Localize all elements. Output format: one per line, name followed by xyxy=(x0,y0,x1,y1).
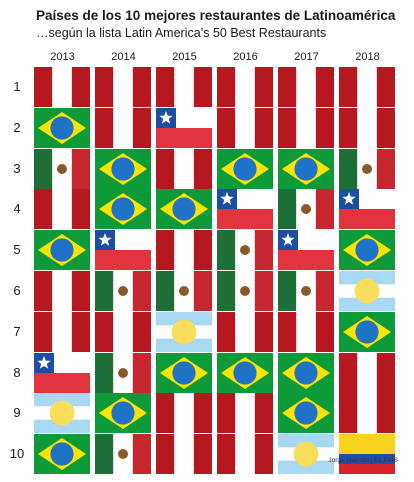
brazil-flag-icon xyxy=(217,352,273,393)
year-label-2017: 2017 xyxy=(294,51,319,63)
peru-flag-icon xyxy=(156,434,212,475)
peru-flag-icon xyxy=(156,67,212,107)
year-label-2015: 2015 xyxy=(172,51,197,63)
mexico-flag-icon xyxy=(95,434,151,475)
peru-flag-icon xyxy=(339,393,395,434)
peru-flag-icon xyxy=(278,67,334,107)
argentina-flag-icon xyxy=(339,271,395,311)
rank-label-7: 7 xyxy=(13,323,21,339)
peru-flag-icon xyxy=(34,67,90,107)
brazil-flag-icon xyxy=(95,189,151,230)
peru-flag-icon xyxy=(156,393,212,434)
mexico-flag-icon xyxy=(217,230,273,271)
peru-flag-icon xyxy=(95,107,151,148)
brazil-flag-icon xyxy=(278,352,334,393)
brazil-flag-icon xyxy=(34,434,90,475)
rank-label-10: 10 xyxy=(9,446,25,462)
brazil-flag-icon xyxy=(156,352,212,393)
rank-label-3: 3 xyxy=(13,160,21,176)
peru-flag-icon xyxy=(278,311,334,352)
chile-flag-icon xyxy=(95,230,151,271)
peru-flag-icon xyxy=(217,393,273,434)
peru-flag-icon xyxy=(278,107,334,148)
brazil-flag-icon xyxy=(217,148,273,189)
chile-flag-icon xyxy=(278,230,334,271)
peru-flag-icon xyxy=(339,107,395,148)
rank-label-5: 5 xyxy=(13,242,21,258)
peru-flag-icon xyxy=(217,107,273,148)
rank-label-8: 8 xyxy=(13,364,21,380)
rank-label-4: 4 xyxy=(13,201,21,217)
rank-label-2: 2 xyxy=(13,119,21,135)
peru-flag-icon xyxy=(339,352,395,393)
argentina-flag-icon xyxy=(156,311,212,352)
rank-label-1: 1 xyxy=(13,79,21,94)
mexico-flag-icon xyxy=(34,148,90,189)
colombia-flag-icon xyxy=(339,434,395,475)
year-label-2013: 2013 xyxy=(50,51,75,63)
peru-flag-icon xyxy=(156,230,212,271)
mexico-flag-icon xyxy=(156,271,212,311)
brazil-flag-icon xyxy=(34,230,90,271)
brazil-flag-icon xyxy=(339,230,395,271)
chile-flag-icon xyxy=(34,352,90,393)
peru-flag-icon xyxy=(95,67,151,107)
mexico-flag-icon xyxy=(278,271,334,311)
mexico-flag-icon xyxy=(278,189,334,230)
peru-flag-icon xyxy=(217,434,273,475)
brazil-flag-icon xyxy=(34,107,90,148)
peru-flag-icon xyxy=(217,311,273,352)
rank-label-6: 6 xyxy=(13,283,21,298)
brazil-flag-icon xyxy=(156,189,212,230)
year-label-2018: 2018 xyxy=(355,51,380,63)
mexico-flag-icon xyxy=(95,271,151,311)
peru-flag-icon xyxy=(217,67,273,107)
brazil-flag-icon xyxy=(278,148,334,189)
rank-label-9: 9 xyxy=(13,405,21,421)
mexico-flag-icon xyxy=(339,148,395,189)
brazil-flag-icon xyxy=(95,148,151,189)
peru-flag-icon xyxy=(156,148,212,189)
mexico-flag-icon xyxy=(217,271,273,311)
argentina-flag-icon xyxy=(34,393,90,434)
peru-flag-icon xyxy=(34,271,90,311)
chart-subtitle: …según la lista Latin America’s 50 Best … xyxy=(36,26,327,40)
chile-flag-icon xyxy=(339,189,395,230)
peru-flag-icon xyxy=(95,311,151,352)
brazil-flag-icon xyxy=(339,311,395,352)
argentina-flag-icon xyxy=(278,434,334,475)
year-label-2016: 2016 xyxy=(233,51,258,63)
brazil-flag-icon xyxy=(278,393,334,434)
peru-flag-icon xyxy=(339,67,395,107)
brazil-flag-icon xyxy=(95,393,151,434)
peru-flag-icon xyxy=(34,189,90,230)
year-label-2014: 2014 xyxy=(111,51,136,63)
chart-title: Países de los 10 mejores restaurantes de… xyxy=(36,8,396,23)
chile-flag-icon xyxy=(217,189,273,230)
credit-label: Jorge Galindo | EL PAÍS xyxy=(328,457,398,464)
chile-flag-icon xyxy=(156,107,212,148)
mexico-flag-icon xyxy=(95,352,151,393)
peru-flag-icon xyxy=(34,311,90,352)
